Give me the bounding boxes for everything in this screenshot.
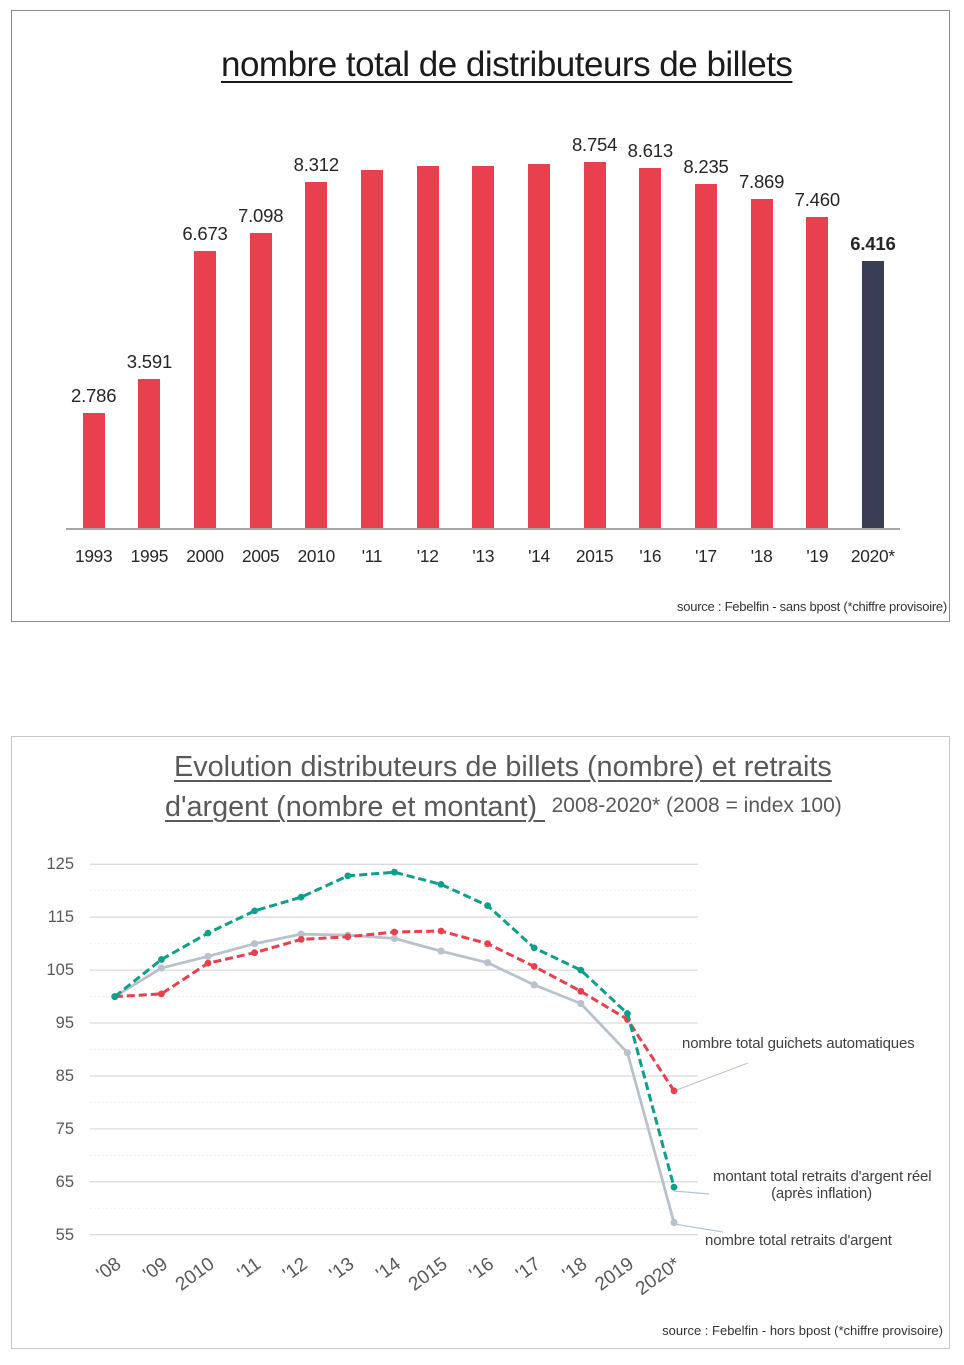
svg-text:2010: 2010 xyxy=(172,1254,219,1296)
svg-text:'11: '11 xyxy=(234,1254,265,1285)
svg-text:2015: 2015 xyxy=(405,1254,452,1296)
svg-text:'14: '14 xyxy=(372,1253,405,1285)
svg-text:'12: '12 xyxy=(279,1254,311,1286)
svg-text:2019: 2019 xyxy=(591,1254,638,1296)
svg-text:'17: '17 xyxy=(512,1254,544,1286)
svg-text:'16: '16 xyxy=(466,1254,498,1286)
svg-text:2020*: 2020* xyxy=(632,1253,685,1300)
svg-text:'08: '08 xyxy=(93,1254,125,1286)
svg-text:'18: '18 xyxy=(559,1254,591,1286)
svg-text:'13: '13 xyxy=(326,1254,358,1286)
svg-text:'09: '09 xyxy=(139,1254,171,1286)
